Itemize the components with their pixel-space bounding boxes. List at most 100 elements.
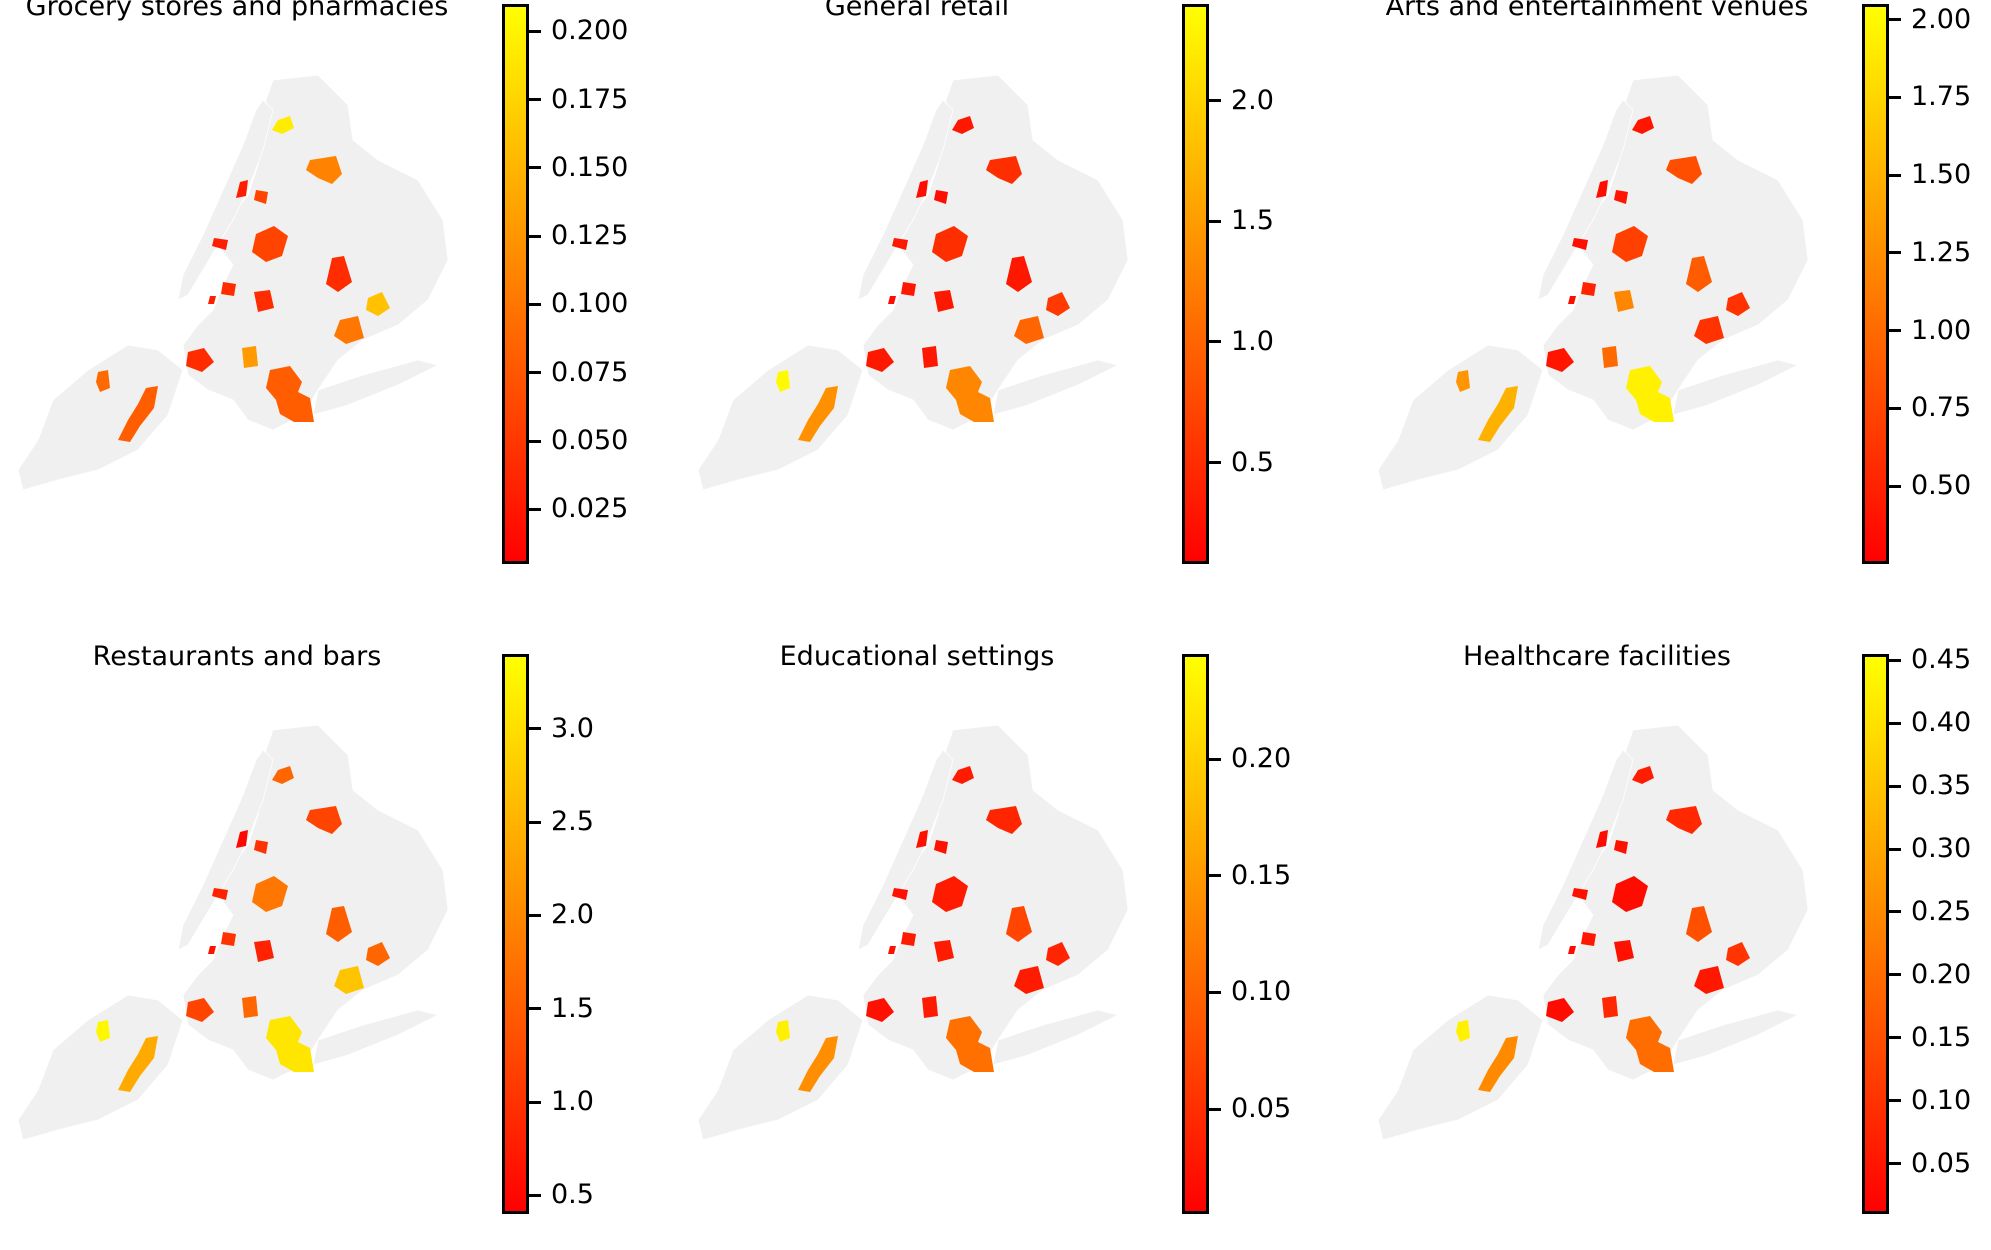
tick-mark	[1209, 461, 1221, 465]
neighborhood-queens-south	[1694, 966, 1724, 994]
tick-mark	[529, 820, 541, 824]
neighborhood-bronx-east	[986, 806, 1022, 834]
tick-label: 0.35	[1911, 770, 1972, 802]
tick-label: 0.40	[1911, 707, 1972, 739]
nyc-map	[697, 724, 1129, 1141]
colorbar	[1862, 4, 1889, 564]
tick-mark	[1889, 1162, 1901, 1166]
neighborhood-queens-west	[1612, 226, 1648, 262]
neighborhood-brooklyn-nw	[866, 998, 894, 1022]
colorbar	[502, 654, 529, 1214]
colorbar-ticks: 0.025 0.050 0.075 0.100 0.125 0.150 0.175 0.200	[529, 4, 649, 564]
neighborhood-staten-east	[1478, 1036, 1518, 1092]
tick-mark	[529, 166, 541, 170]
map-panel: Arts and entertainment venues 0.50 0.75 1.0…	[1360, 0, 1991, 600]
neighborhood-bronx-north	[952, 766, 974, 784]
neighborhood-staten-east	[118, 386, 158, 442]
tick-label: 0.5	[551, 1179, 594, 1211]
neighborhood-bronx-east	[1666, 806, 1702, 834]
neighborhood-queens-central	[934, 290, 954, 312]
nyc-map	[1377, 724, 1809, 1141]
neighborhood-bronx-north	[1632, 766, 1654, 784]
neighborhood-manhattan-upper-e	[254, 190, 268, 204]
tick-mark	[1889, 721, 1901, 725]
tick-mark	[1889, 329, 1901, 333]
tick-label: 3.0	[551, 712, 594, 744]
neighborhood-queens-west	[252, 876, 288, 912]
borough-base-shape	[992, 1009, 1120, 1066]
neighborhood-queens-east	[326, 256, 352, 292]
tick-label: 0.30	[1911, 833, 1972, 865]
tick-mark	[1209, 340, 1221, 344]
panel-title: Grocery stores and pharmacies	[25, 0, 449, 22]
neighborhood-queens-central	[1614, 290, 1634, 312]
neighborhood-brooklyn-central	[922, 346, 938, 368]
neighborhood-manhattan-low	[901, 282, 916, 296]
neighborhood-staten-east	[118, 1036, 158, 1092]
colorbar-ticks: 0.5 1.0 1.5 2.0	[1209, 4, 1329, 564]
neighborhood-manhattan-lower-tip	[1568, 946, 1576, 954]
tick-label: 0.75	[1911, 392, 1972, 424]
neighborhood-brooklyn-south	[1626, 1016, 1674, 1072]
tick-label: 0.25	[1911, 895, 1972, 927]
tick-label: 0.20	[1911, 958, 1972, 990]
panel-title: Educational settings	[779, 641, 1055, 672]
tick-mark	[529, 439, 541, 443]
tick-label: 0.20	[1231, 743, 1292, 774]
tick-label: 0.45	[1911, 644, 1972, 676]
tick-mark	[1209, 757, 1221, 761]
map-panel: Restaurants and bars 0.5 1.0 1.5 2.0 2.5 3.0	[0, 642, 640, 1250]
neighborhood-manhattan-upper-e	[934, 190, 948, 204]
map-panel: General retail 0.5 1.0 1.5 2.0	[680, 0, 1320, 600]
colorbar	[1182, 654, 1209, 1214]
tick-label: 2.00	[1911, 3, 1972, 35]
tick-label: 1.5	[1231, 205, 1274, 237]
neighborhood-brooklyn-south	[266, 1016, 314, 1072]
tick-mark	[1889, 784, 1901, 788]
tick-mark	[529, 302, 541, 306]
map-panel: Educational settings 0.05 0.10 0.15 0.20	[680, 642, 1320, 1250]
colorbar	[1182, 4, 1209, 564]
neighborhood-staten-north	[776, 1020, 790, 1042]
neighborhood-bronx-east	[1666, 156, 1702, 184]
tick-label: 0.050	[551, 425, 629, 457]
nyc-map	[17, 74, 449, 491]
borough-base-shape	[177, 749, 274, 951]
neighborhood-queens-central	[254, 290, 274, 312]
panel-title: Restaurants and bars	[92, 641, 382, 672]
tick-label: 0.175	[551, 83, 629, 115]
tick-mark	[529, 913, 541, 917]
tick-mark	[1209, 1107, 1221, 1111]
panel-title: Healthcare facilities	[1463, 641, 1731, 672]
neighborhood-manhattan-upper-e	[1614, 190, 1628, 204]
tick-mark	[1209, 219, 1221, 223]
borough-base-shape	[1537, 749, 1634, 951]
neighborhood-queens-south	[1014, 966, 1044, 994]
tick-label: 1.75	[1911, 81, 1972, 113]
tick-mark	[1889, 484, 1901, 488]
tick-label: 1.0	[1231, 325, 1274, 357]
tick-mark	[1889, 18, 1901, 22]
neighborhood-brooklyn-south	[266, 366, 314, 422]
tick-mark	[529, 234, 541, 238]
borough-base-shape	[312, 359, 440, 416]
neighborhood-manhattan-upper-e	[934, 840, 948, 854]
neighborhood-queens-southeast	[366, 942, 390, 966]
neighborhood-queens-east	[1686, 256, 1712, 292]
colorbar-ticks: 0.5 1.0 1.5 2.0 2.5 3.0	[529, 654, 649, 1214]
neighborhood-manhattan-lower-tip	[208, 296, 216, 304]
neighborhood-manhattan-lower-tip	[888, 946, 896, 954]
borough-base-shape	[312, 1009, 440, 1066]
neighborhood-manhattan-upper-w	[916, 830, 928, 848]
tick-mark	[1209, 99, 1221, 103]
neighborhood-brooklyn-nw	[186, 998, 214, 1022]
tick-label: 1.00	[1911, 314, 1972, 346]
tick-mark	[1209, 874, 1221, 878]
borough-base-shape	[857, 749, 954, 951]
neighborhood-brooklyn-nw	[1546, 348, 1574, 372]
neighborhood-queens-south	[334, 966, 364, 994]
neighborhood-manhattan-mid	[212, 238, 228, 250]
neighborhood-queens-southeast	[1046, 942, 1070, 966]
tick-mark	[529, 1193, 541, 1197]
neighborhood-manhattan-upper-w	[236, 180, 248, 198]
